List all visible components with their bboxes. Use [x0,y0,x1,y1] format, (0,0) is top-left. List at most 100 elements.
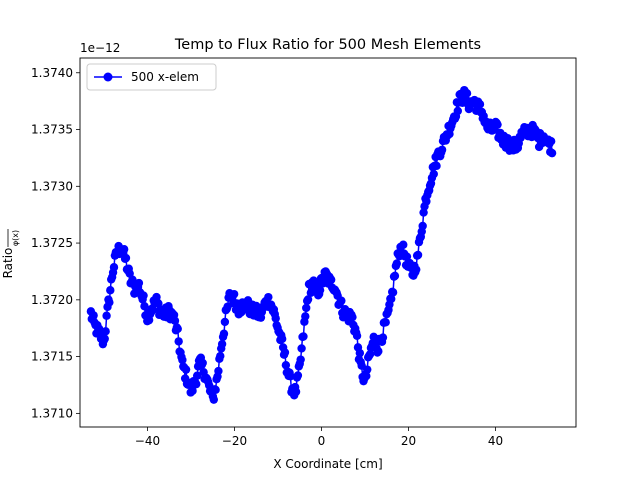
data-point [217,339,227,349]
data-point [296,355,305,364]
x-tick-label: 0 [318,434,326,448]
data-point [437,145,447,154]
data-point [181,365,191,374]
data-point [286,372,295,381]
plot-area [86,85,557,404]
data-point [178,355,187,365]
data-point [148,305,157,315]
data-point [326,275,336,284]
y-tick-label: 1.3735 [31,123,73,137]
data-point [402,252,412,261]
x-tick-label: 40 [488,434,503,448]
data-point [546,137,556,146]
data-point [89,311,98,320]
y-tick-label: 1.3725 [31,236,73,250]
y-offset-text: 1e−12 [80,41,120,55]
data-point [105,298,114,307]
data-point [264,292,273,302]
data-point [547,148,557,158]
legend-entry-label: 500 x-elem [131,70,199,84]
data-point [109,263,119,272]
data-point [374,347,383,356]
data-point [493,120,502,129]
y-tick-label: 1.3710 [31,406,73,420]
data-point [392,259,401,268]
data-point [293,371,303,380]
data-point [140,302,149,311]
y-tick-label: 1.3730 [31,179,73,193]
data-point [453,106,462,116]
data-point [303,295,313,304]
y-axis-label-main: Ratio [1,248,15,279]
data-point [462,89,472,98]
data-point [154,299,163,308]
data-point [101,327,110,336]
data-point [271,314,280,323]
data-point [302,303,311,313]
data-point [277,334,287,344]
data-point [419,208,428,217]
y-axis: 1.3710 1.3715 1.3720 1.3725 1.3730 1.3735 1.37… [31,66,80,420]
data-point [348,312,357,322]
data-point [388,288,398,297]
data-point [299,332,308,341]
x-tick-label: −40 [135,434,160,448]
data-point [301,312,310,321]
x-tick-label: 20 [401,434,416,448]
data-point [418,221,427,231]
data-point [365,350,375,359]
legend: 500 x-elem [86,63,217,91]
data-point [229,289,239,299]
data-point [355,348,365,358]
legend-marker-icon [103,72,113,82]
y-axis-label-denominator: φ(x) [11,230,20,246]
x-axis-label: X Coordinate [cm] [273,457,382,471]
data-point [362,371,371,381]
data-point [170,316,180,325]
data-point [211,385,220,395]
plot-frame [79,57,577,428]
data-point [429,169,438,179]
data-point [280,348,290,357]
data-point [192,371,202,380]
x-axis: −40 −20 0 20 40 [135,427,503,448]
data-point [337,296,346,305]
data-point [352,331,362,341]
data-point [134,278,144,288]
series-markers [86,85,557,404]
data-point [432,161,441,171]
y-axis-label: Ratio φ(x) [1,229,20,278]
y-tick-label: 1.3720 [31,293,73,307]
x-tick-label: −20 [222,434,247,448]
data-point [390,271,400,281]
legend-box [86,63,217,91]
data-point [209,395,218,404]
data-point [106,286,115,295]
y-tick-label: 1.3740 [31,66,73,80]
data-point [174,337,183,346]
data-point [216,351,225,361]
data-point [281,360,291,370]
data-point [119,245,129,254]
data-point [220,317,230,327]
data-point [214,366,223,376]
data-point [173,324,182,333]
data-point [422,197,431,206]
data-point [291,387,301,396]
data-point [315,285,325,295]
data-point [297,344,306,353]
chart-title: Temp to Flux Ratio for 500 Mesh Elements [174,37,481,53]
data-point [475,100,485,109]
data-point [381,318,390,327]
data-point [198,358,207,368]
data-point [219,329,229,338]
data-point [192,379,201,389]
data-point [412,265,421,274]
y-tick-label: 1.3715 [31,350,73,364]
data-point [363,365,372,374]
data-point [139,291,148,300]
data-point [102,311,111,320]
data-point [399,240,408,249]
data-point [378,333,388,342]
